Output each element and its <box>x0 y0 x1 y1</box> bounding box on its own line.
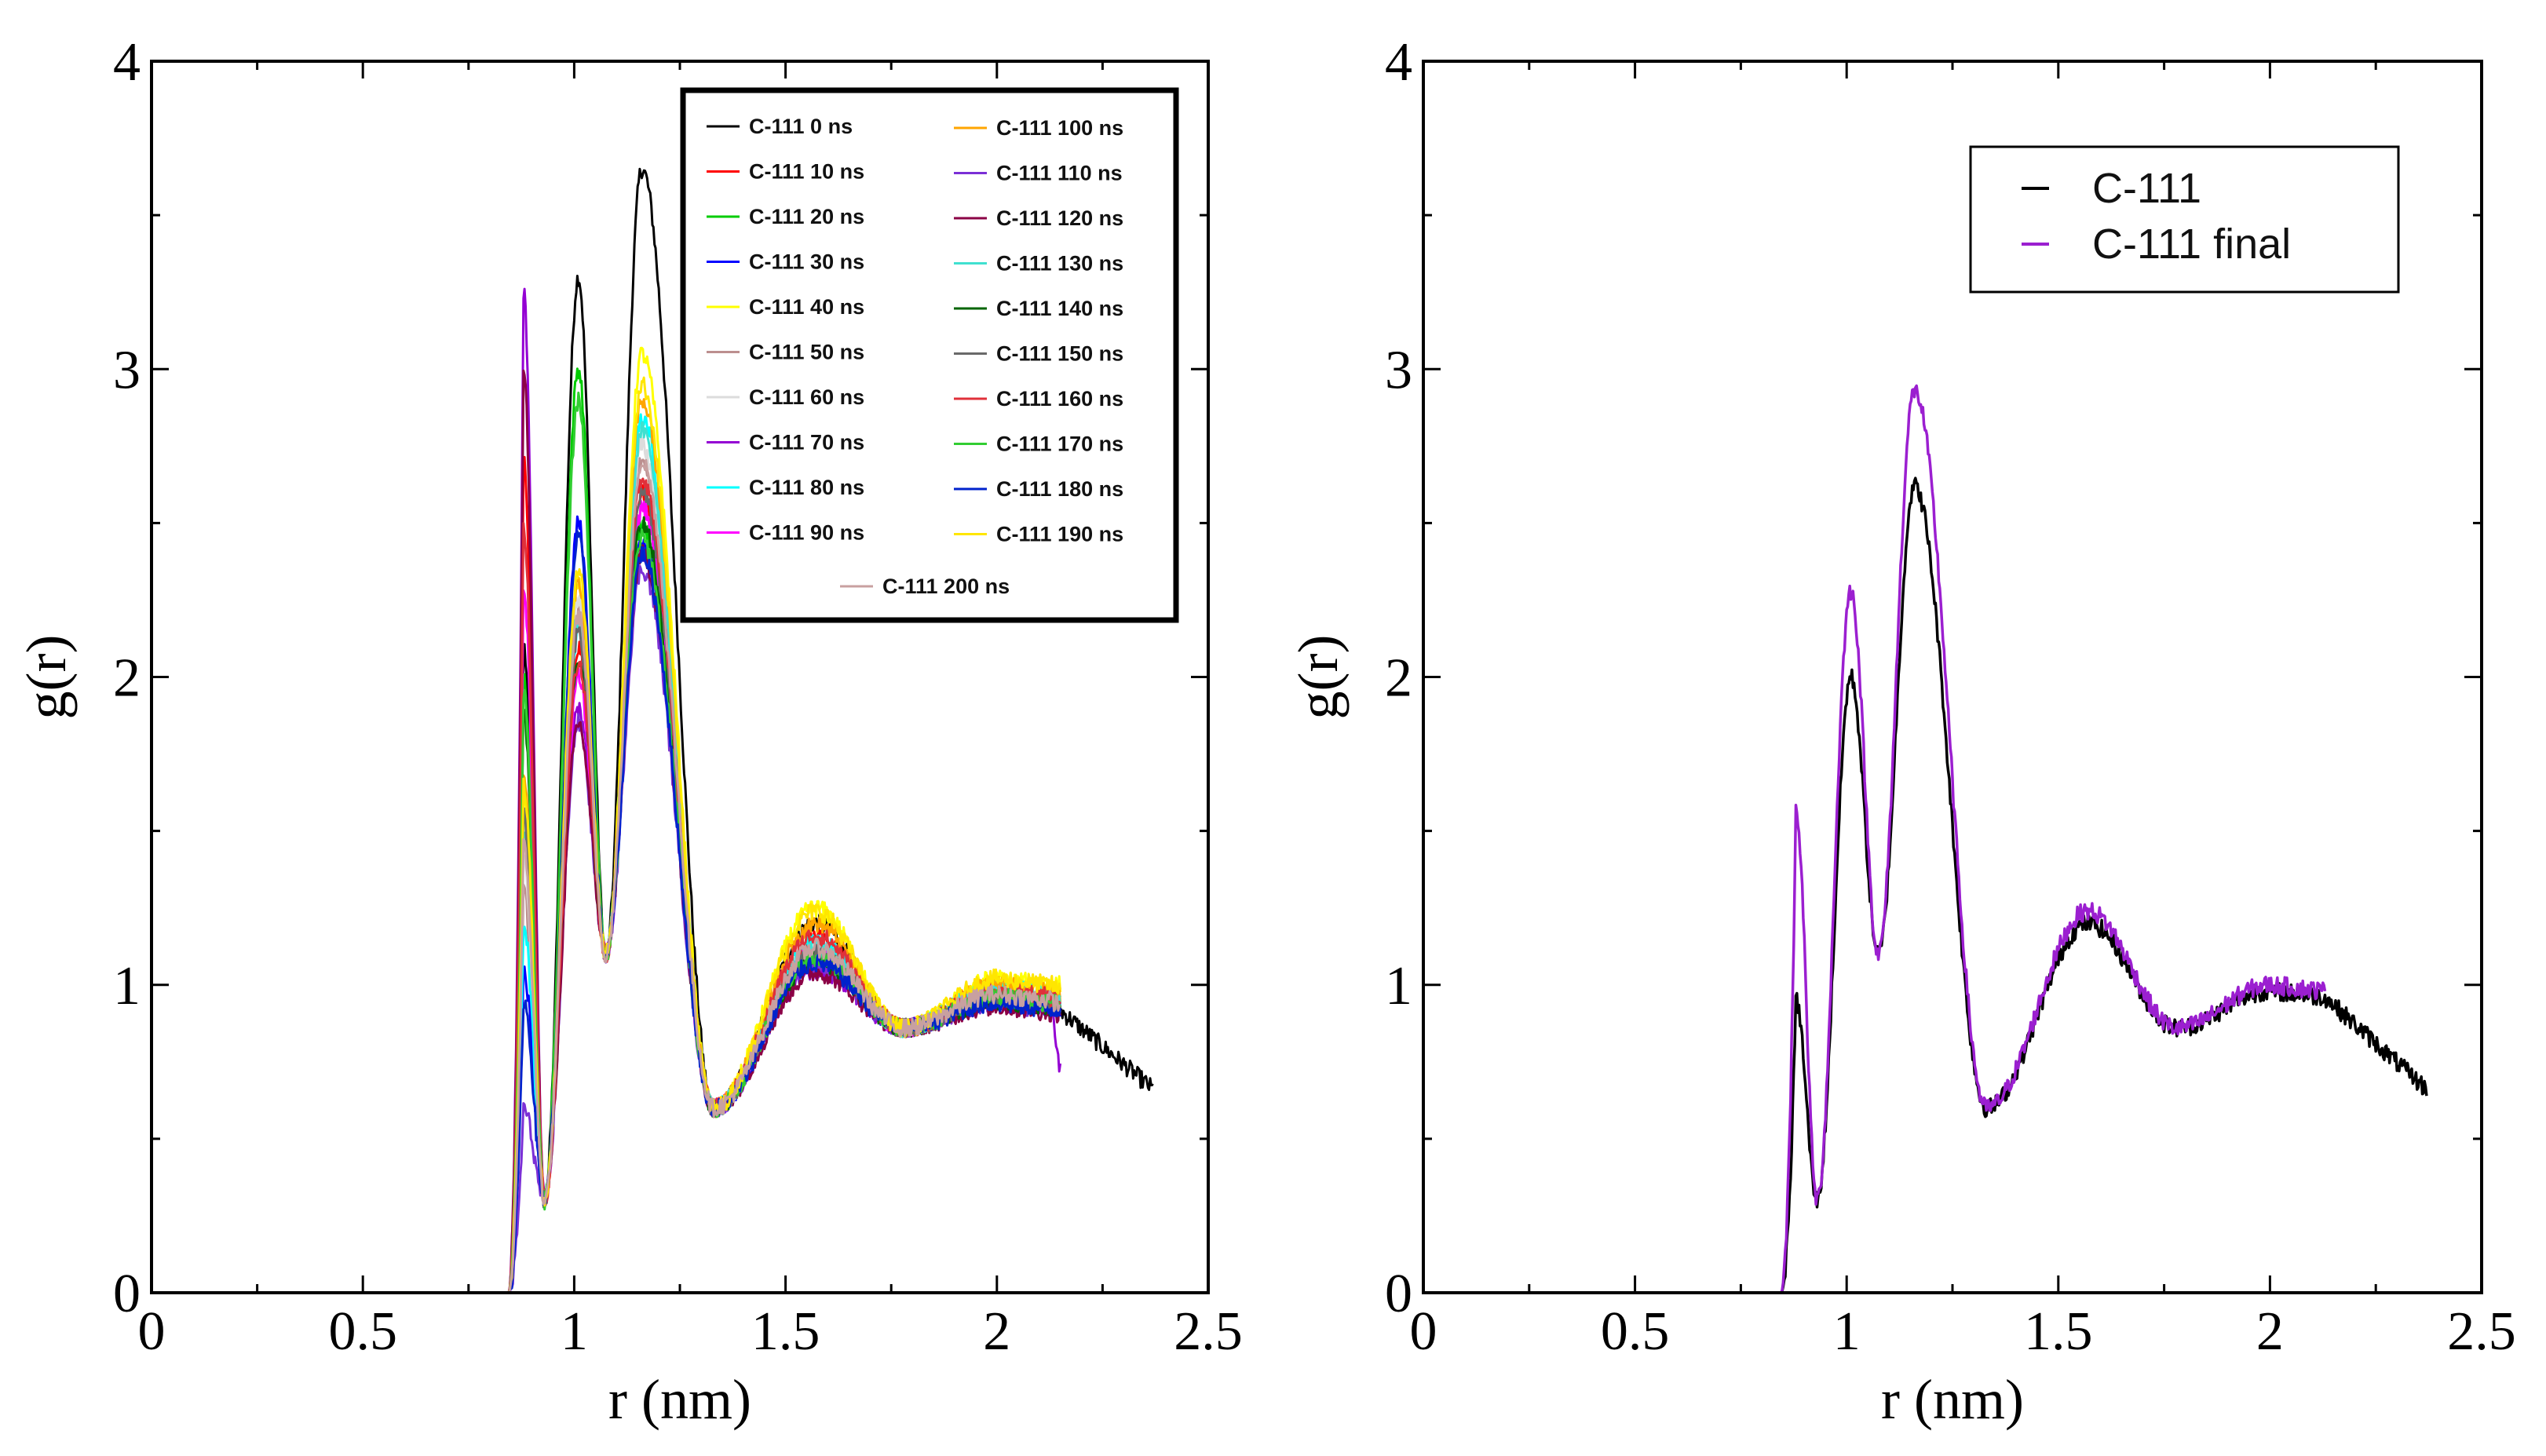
y-tick-label: 2 <box>113 648 141 709</box>
x-tick-label: 2.5 <box>1174 1301 1243 1362</box>
legend-box <box>1969 145 2400 294</box>
x-tick-label: 2 <box>2256 1301 2284 1362</box>
legend-entry-label: C-111 70 ns <box>749 431 864 454</box>
legend-entry-label: C-111 90 ns <box>749 521 864 545</box>
legend-box <box>680 87 1179 623</box>
legend-entry-label: C-111 50 ns <box>749 341 864 364</box>
y-tick-label: 2 <box>1385 648 1412 709</box>
legend-entry-label: C-111 140 ns <box>996 297 1123 320</box>
y-tick-label: 0 <box>113 1264 141 1324</box>
legend-entry-label: C-111 <box>2092 165 2201 212</box>
legend-entry-label: C-111 30 ns <box>749 250 864 274</box>
x-tick-label: 2.5 <box>2447 1301 2516 1362</box>
legend-entry-label: C-111 0 ns <box>749 115 853 138</box>
x-tick-label: 0 <box>138 1301 166 1362</box>
legend-entry-label: C-111 40 ns <box>749 295 864 319</box>
legend-entry-label: C-111 170 ns <box>996 432 1123 456</box>
legend-entry-label: C-111 200 ns <box>882 575 1010 598</box>
y-tick-label: 0 <box>1385 1264 1412 1324</box>
chart-panel-2: 0 0.5 1 1.5 2 2.5 0 1 2 3 4 r (nm) g(r) C-111 C-111 fi… <box>1287 32 2516 1431</box>
y-tick-label: 3 <box>1385 340 1412 400</box>
x-tick-label: 1 <box>1833 1301 1861 1362</box>
y-tick-label: 4 <box>1385 32 1412 93</box>
legend-entry-label: C-111 130 ns <box>996 252 1123 276</box>
legend-entry-label: C-111 190 ns <box>996 523 1123 546</box>
legend-entry-label: C-111 80 ns <box>749 476 864 499</box>
legend-entry-label: C-111 10 ns <box>749 160 864 184</box>
legend-entry-label: C-111 110 ns <box>996 162 1123 185</box>
series-line-2 <box>1761 384 2327 1293</box>
legend-entry-label: C-111 20 ns <box>749 205 864 228</box>
y-tick-label: 1 <box>113 956 141 1016</box>
x-tick-label: 1 <box>561 1301 588 1362</box>
x-axis-title: r (nm) <box>608 1368 751 1431</box>
x-tick-label: 1.5 <box>2024 1301 2093 1362</box>
legend-entry-label: C-111 120 ns <box>996 206 1123 230</box>
x-tick-label: 0.5 <box>328 1301 397 1362</box>
chart-panel-1: 0 0.5 1 1.5 2 2.5 0 1 2 3 4 r (nm) g(r) C-111 0 ns C-1… <box>15 32 1243 1431</box>
series-group <box>1761 384 2428 1293</box>
legend-entry-label: C-111 final <box>2092 221 2291 268</box>
y-tick-label: 3 <box>113 340 141 400</box>
legend-entry-label: C-111 100 ns <box>996 116 1123 140</box>
y-tick-label: 1 <box>1385 956 1412 1016</box>
legend-entry-label: C-111 160 ns <box>996 387 1123 411</box>
x-tick-label: 2 <box>983 1301 1010 1362</box>
legend-entry-label: C-111 180 ns <box>996 477 1123 501</box>
series-line-1 <box>1761 476 2428 1293</box>
x-axis-title: r (nm) <box>1881 1368 2024 1431</box>
y-tick-label: 4 <box>113 32 141 93</box>
x-tick-label: 0 <box>1410 1301 1437 1362</box>
legend-entry-label: C-111 150 ns <box>996 342 1123 366</box>
series-group <box>489 167 1154 1293</box>
x-tick-label: 0.5 <box>1601 1301 1670 1362</box>
legend-entry-label: C-111 60 ns <box>749 385 864 409</box>
y-axis-title: g(r) <box>1287 635 1350 720</box>
series-line-20 <box>489 376 1062 1293</box>
series-line-21 <box>489 458 1061 1293</box>
x-tick-label: 1.5 <box>751 1301 820 1362</box>
y-axis-title: g(r) <box>15 635 78 720</box>
